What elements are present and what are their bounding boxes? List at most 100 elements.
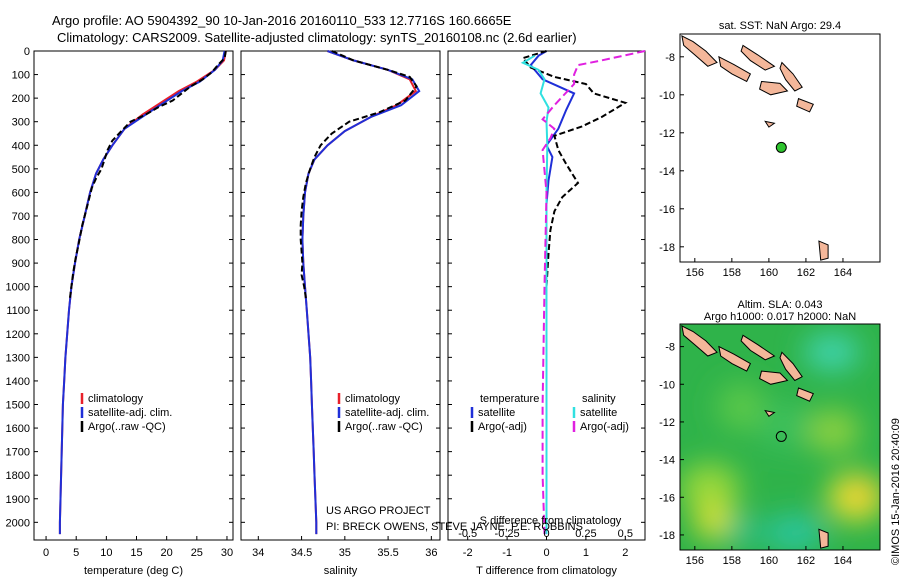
project-note: US ARGO PROJECT — [326, 505, 431, 517]
island — [681, 324, 718, 357]
x-tick-label: 0 — [43, 547, 49, 559]
x-tick-label: 162 — [797, 267, 815, 279]
header-line1: Argo profile: AO 5904392_90 10-Jan-2016 … — [52, 13, 512, 28]
y-tick-label: 200 — [12, 93, 30, 105]
series-line — [58, 50, 227, 535]
y-tick-label: 1100 — [6, 305, 30, 317]
island — [779, 61, 803, 92]
credit-text: ©IMOS 15-Jan-2016 20:40:09 — [890, 418, 900, 565]
sla-blob — [680, 463, 740, 512]
x-tick-label: 158 — [723, 555, 741, 567]
x-tick-label: 156 — [686, 267, 704, 279]
island — [818, 240, 829, 261]
y-tick-label: 1400 — [6, 376, 30, 388]
series-line — [58, 50, 226, 535]
series-line — [541, 50, 646, 535]
x-tick-label: 34 — [252, 547, 264, 559]
map-frame — [679, 323, 881, 551]
y-tick-label: 1200 — [6, 329, 30, 341]
sla-blob — [724, 517, 761, 546]
x-tick-label: 20 — [161, 547, 173, 559]
temperature-panel: 0 100 200 300 400 500 600 700 800 900 1000 1100 1200… — [6, 46, 234, 577]
pi-note: PI: BRECK OWENS, STEVE JAYNE, P.E. ROBBI… — [326, 521, 583, 533]
series-line — [299, 50, 418, 299]
y-tick-label: 800 — [12, 235, 30, 247]
y-tick-label: 1500 — [6, 399, 30, 411]
y-tick-label: 400 — [12, 140, 30, 152]
y-tick-label: 1000 — [6, 282, 30, 294]
y-tick-label: 700 — [12, 211, 30, 223]
x-tick-label: 34.5 — [291, 547, 312, 559]
legend-label: satellite-adj. clim. — [88, 407, 172, 419]
series-line — [301, 50, 421, 535]
x-tick-label: 164 — [834, 555, 852, 567]
argo-float-marker — [775, 430, 787, 442]
x-tick-label: 35 — [339, 547, 351, 559]
map-title-line2: Argo h1000: 0.017 h2000: NaN — [704, 311, 856, 323]
island — [818, 528, 829, 549]
island — [796, 97, 814, 113]
island — [759, 80, 789, 96]
map-frame — [679, 33, 881, 263]
y-tick-label: -10 — [659, 90, 675, 102]
sla-map-panel: 156 158 160 162 164 -8 -10 -12 -14 -16 -18 Altim. S… — [659, 299, 881, 567]
island — [796, 387, 814, 402]
map-title-line1: Altim. SLA: 0.043 — [738, 299, 823, 311]
salinity-panel: 34 34.5 35 35.5 36 salinity climatology satelli… — [240, 50, 441, 577]
y-tick-label: 2000 — [6, 517, 30, 529]
land — [681, 324, 829, 549]
top-tick-label: 0.5 — [618, 528, 633, 540]
y-tick-label: 600 — [12, 187, 30, 199]
x-tick-label: -2 — [463, 547, 473, 559]
top-tick-label: -0.25 — [495, 528, 520, 540]
y-tick-label: 100 — [12, 70, 30, 82]
x-tick-label: 162 — [797, 555, 815, 567]
difference-panel: -2 -1 0 1 2 T difference from climatology temp… — [447, 50, 646, 577]
x-tick-label: 1 — [583, 547, 589, 559]
y-tick-label: 1700 — [6, 447, 30, 459]
plot-frame — [240, 50, 441, 541]
series-line — [521, 50, 628, 287]
x-axis-label: temperature (deg C) — [84, 565, 183, 577]
series-line — [529, 50, 576, 535]
x-tick-label: 5 — [73, 547, 79, 559]
y-tick-label: -14 — [659, 455, 675, 467]
sla-blob — [717, 382, 766, 431]
y-tick-label: -8 — [665, 52, 675, 64]
legend-label: satellite — [478, 407, 515, 419]
legend-header: temperature — [480, 393, 539, 405]
x-axis-label: salinity — [324, 565, 358, 577]
series-line — [68, 50, 227, 301]
series-line — [520, 54, 550, 535]
legend-label: climatology — [88, 393, 144, 405]
sst-map-panel: 156 158 160 162 164 -8 -10 -12 -14 -16 -18 sat. SST… — [659, 20, 881, 279]
sla-blob — [764, 515, 825, 550]
y-tick-label: -12 — [659, 128, 675, 140]
plot-frame — [33, 50, 234, 541]
argo-float-marker — [775, 141, 787, 153]
y-tick-label: -12 — [659, 417, 675, 429]
legend-header: salinity — [582, 393, 616, 405]
y-tick-label: -16 — [659, 204, 675, 216]
y-tick-label: 500 — [12, 164, 30, 176]
y-tick-label: -18 — [659, 242, 675, 254]
header-line2: Climatology: CARS2009. Satellite-adjuste… — [57, 30, 577, 45]
x-tick-label: 158 — [723, 267, 741, 279]
x-tick-label: 164 — [834, 267, 852, 279]
x-tick-label: 2 — [622, 547, 628, 559]
x-tick-label: -1 — [502, 547, 512, 559]
y-tick-label: 300 — [12, 117, 30, 129]
legend-label: Argo(-adj) — [478, 421, 527, 433]
sla-anomalies — [680, 334, 880, 550]
y-tick-label: 900 — [12, 258, 30, 270]
x-tick-label: 15 — [130, 547, 142, 559]
y-tick-label: 1600 — [6, 423, 30, 435]
y-tick-label: -10 — [659, 379, 675, 391]
top-tick-label: -0.5 — [458, 528, 477, 540]
legend-label: satellite — [580, 407, 617, 419]
y-tick-label: -18 — [659, 530, 675, 542]
y-tick-label: -16 — [659, 492, 675, 504]
y-tick-label: 1800 — [6, 470, 30, 482]
island — [681, 34, 718, 67]
